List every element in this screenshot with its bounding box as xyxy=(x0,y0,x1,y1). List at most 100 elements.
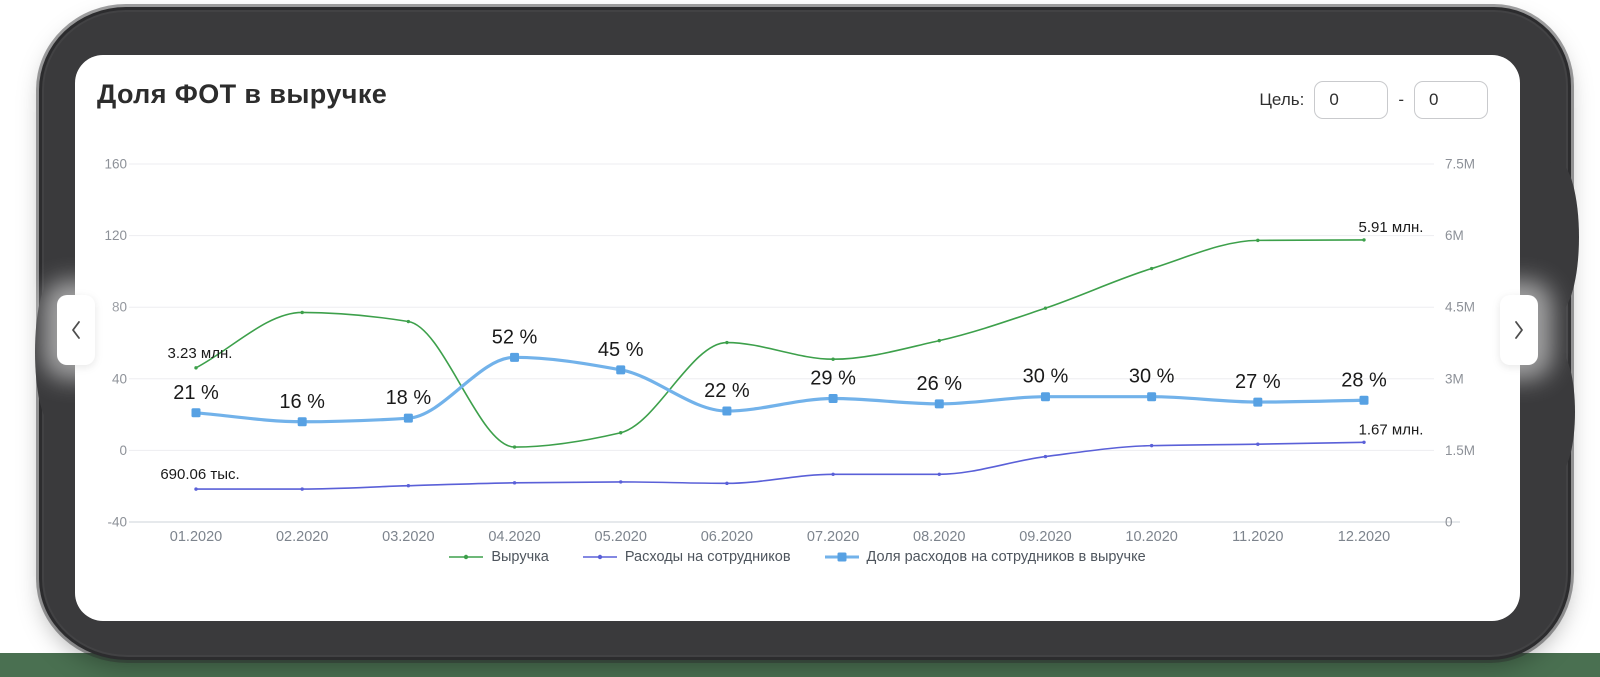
legend-marker-share xyxy=(824,552,859,562)
chart-legend: Выручка Расходы на сотрудников Доля расход… xyxy=(75,549,1520,565)
x-axis-tick: 01.2020 xyxy=(170,529,222,545)
y-axis-left-tick: 0 xyxy=(119,443,127,458)
y-axis-left-tick: 80 xyxy=(112,300,127,315)
chevron-right-icon xyxy=(1515,321,1523,339)
legend-item-expenses[interactable]: Расходы на сотрудников xyxy=(582,549,791,565)
share-point-label: 29 % xyxy=(810,367,856,389)
expenses-point xyxy=(194,487,198,491)
revenue-point xyxy=(831,357,835,361)
target-label: Цель: xyxy=(1259,90,1305,109)
share-line xyxy=(194,355,1366,424)
y-axis-right-tick: 7.5M xyxy=(1445,157,1475,172)
x-axis-tick: 03.2020 xyxy=(382,529,434,545)
revenue-point xyxy=(619,431,623,435)
share-point-label: 27 % xyxy=(1235,371,1281,393)
x-axis-tick: 09.2020 xyxy=(1019,529,1071,545)
expenses-end-label: 1.67 млн. xyxy=(1359,421,1424,438)
green-footer-strip xyxy=(0,653,1600,677)
x-axis-tick: 11.2020 xyxy=(1232,529,1283,545)
expenses-line xyxy=(195,441,1365,490)
target-range: Цель: - xyxy=(1259,81,1488,119)
y-axis-left-tick: 120 xyxy=(104,228,127,243)
revenue-point xyxy=(1043,306,1048,310)
share-point-marker[interactable] xyxy=(297,417,307,427)
expenses-point xyxy=(1043,454,1048,459)
revenue-line xyxy=(195,239,1365,448)
expenses-start-label: 690.06 тыс. xyxy=(160,466,239,483)
share-point-label: 52 % xyxy=(492,326,538,348)
y-axis-right-tick: 0 xyxy=(1445,515,1453,530)
share-point-label: 28 % xyxy=(1341,369,1387,391)
revenue-point xyxy=(937,338,941,343)
x-axis-tick: 02.2020 xyxy=(276,529,328,545)
revenue-point xyxy=(194,366,198,370)
legend-label: Доля расходов на сотрудников в выручке xyxy=(866,549,1146,565)
page-title: Доля ФОТ в выручке xyxy=(97,79,388,109)
share-point-label: 30 % xyxy=(1023,366,1069,388)
share-point-label: 18 % xyxy=(386,387,432,409)
share-point-label: 45 % xyxy=(598,339,644,361)
x-axis-tick: 06.2020 xyxy=(701,529,753,545)
legend-item-revenue[interactable]: Выручка xyxy=(449,549,549,565)
revenue-point xyxy=(300,310,304,315)
share-point-marker[interactable] xyxy=(828,393,838,403)
x-axis-tick: 04.2020 xyxy=(488,529,540,545)
expenses-point xyxy=(512,481,517,485)
revenue-point xyxy=(1362,238,1366,242)
share-point-label: 30 % xyxy=(1129,366,1175,388)
expenses-point xyxy=(619,480,623,484)
legend-item-share[interactable]: Доля расходов на сотрудников в выручке xyxy=(824,549,1146,565)
expenses-point xyxy=(1149,443,1154,448)
share-point-marker[interactable] xyxy=(1147,392,1157,402)
expenses-point xyxy=(831,472,835,476)
y-axis-left-tick: 40 xyxy=(112,371,127,386)
revenue-end-label: 5.91 млн. xyxy=(1359,219,1424,236)
y-axis-left-tick: -40 xyxy=(107,515,127,530)
legend-marker-expenses xyxy=(582,554,617,560)
revenue-point xyxy=(1256,238,1260,243)
next-period-button[interactable] xyxy=(1500,295,1538,365)
chevron-left-icon xyxy=(72,321,80,339)
revenue-point xyxy=(1149,266,1154,271)
share-point-marker[interactable] xyxy=(1253,397,1263,407)
chart-card: Доля ФОТ в выручке Цель: - 160 7.5M 120 6M 8… xyxy=(75,55,1520,621)
share-point-label: 16 % xyxy=(279,391,325,413)
chart-canvas: 160 7.5M 120 6M 80 4.5M 40 3M 0 1.5M -40 0 01.2020 02… xyxy=(104,157,1475,546)
legend-label: Расходы на сотрудников xyxy=(624,549,791,565)
revenue-point xyxy=(406,319,411,324)
prev-period-button[interactable] xyxy=(57,295,95,365)
expenses-point xyxy=(937,472,941,476)
target-from-input[interactable] xyxy=(1314,81,1389,119)
target-separator: - xyxy=(1398,90,1404,109)
share-point-marker[interactable] xyxy=(191,408,201,418)
share-point-marker[interactable] xyxy=(403,413,413,423)
share-point-marker[interactable] xyxy=(1359,395,1369,405)
y-axis-right-tick: 1.5M xyxy=(1445,443,1475,458)
expenses-point xyxy=(1256,442,1260,446)
expenses-point xyxy=(725,481,729,486)
y-axis-right-tick: 3M xyxy=(1445,371,1464,386)
y-axis-right-tick: 4.5M xyxy=(1445,300,1475,315)
share-point-marker[interactable] xyxy=(1040,392,1050,402)
x-axis-tick: 10.2020 xyxy=(1125,529,1177,545)
x-axis-tick: 07.2020 xyxy=(807,529,859,545)
share-point-label: 22 % xyxy=(704,380,750,402)
revenue-point xyxy=(512,445,517,449)
legend-label: Выручка xyxy=(491,549,549,565)
share-point-marker[interactable] xyxy=(510,352,520,362)
legend-marker-revenue xyxy=(449,554,484,560)
x-axis-tick: 08.2020 xyxy=(913,529,965,545)
share-point-marker[interactable] xyxy=(616,365,626,375)
expenses-point xyxy=(406,484,411,488)
share-point-marker[interactable] xyxy=(722,406,732,416)
expenses-point xyxy=(1362,440,1366,444)
share-point-label: 26 % xyxy=(916,373,962,395)
revenue-start-label: 3.23 млн. xyxy=(168,345,233,362)
x-axis-tick: 05.2020 xyxy=(595,529,647,545)
share-point-marker[interactable] xyxy=(934,399,944,409)
y-axis-right-tick: 6M xyxy=(1445,228,1464,243)
x-axis-tick: 12.2020 xyxy=(1338,529,1390,545)
y-axis-left-tick: 160 xyxy=(104,157,127,172)
revenue-point xyxy=(725,340,729,345)
target-to-input[interactable] xyxy=(1414,81,1488,119)
